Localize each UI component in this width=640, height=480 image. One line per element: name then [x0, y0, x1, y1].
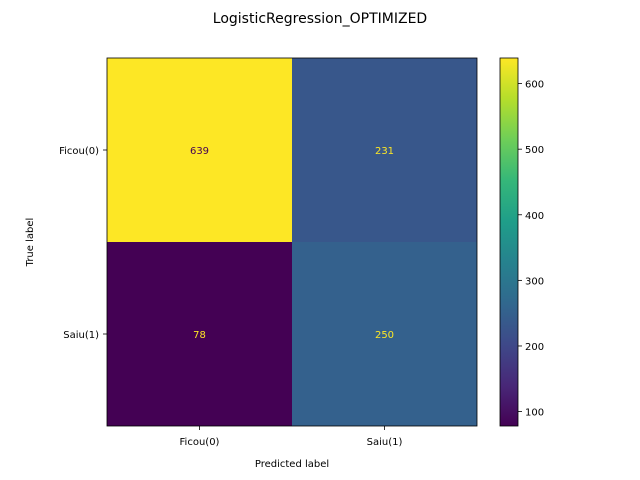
- cell-value-label-r0-c1: 231: [375, 146, 394, 157]
- x-tick-label: Saiu(1): [367, 437, 403, 448]
- y-axis-label: True label: [25, 218, 36, 268]
- colorbar-tick-label: 400: [525, 211, 544, 222]
- plot-frame: [106, 57, 478, 427]
- heatmap-cell-r0-c1: [292, 58, 477, 242]
- heatmap-cell-r0-c0: [107, 58, 292, 242]
- heatmap-cell-labels: 639 231 78 250: [190, 146, 394, 341]
- colorbar-ticks: 100 200 300 400 500 600: [518, 80, 544, 419]
- cell-value-label-r1-c1: 250: [375, 330, 394, 341]
- cell-value-label-r1-c0: 78: [193, 330, 206, 341]
- x-axis-ticks: Ficou(0) Saiu(1): [180, 426, 403, 448]
- chart-title: LogisticRegression_OPTIMIZED: [213, 11, 427, 27]
- colorbar-tick-label: 300: [525, 276, 544, 287]
- colorbar-tick-label: 100: [525, 408, 544, 419]
- heatmap-cell-r1-c0: [107, 242, 292, 426]
- colorbar-tick-label: 600: [525, 80, 544, 91]
- colorbar: [500, 58, 518, 426]
- y-axis-ticks: Ficou(0) Saiu(1): [59, 146, 107, 341]
- x-axis-label: Predicted label: [255, 459, 329, 470]
- x-tick-label: Ficou(0): [180, 437, 220, 448]
- y-tick-label: Ficou(0): [59, 146, 99, 157]
- colorbar-tick-label: 200: [525, 342, 544, 353]
- y-tick-label: Saiu(1): [63, 330, 99, 341]
- cell-value-label-r0-c0: 639: [190, 146, 209, 157]
- heatmap-cell-r1-c1: [292, 242, 477, 426]
- colorbar-frame: [499, 57, 519, 427]
- colorbar-tick-label: 500: [525, 145, 544, 156]
- heatmap-cells: [107, 58, 477, 426]
